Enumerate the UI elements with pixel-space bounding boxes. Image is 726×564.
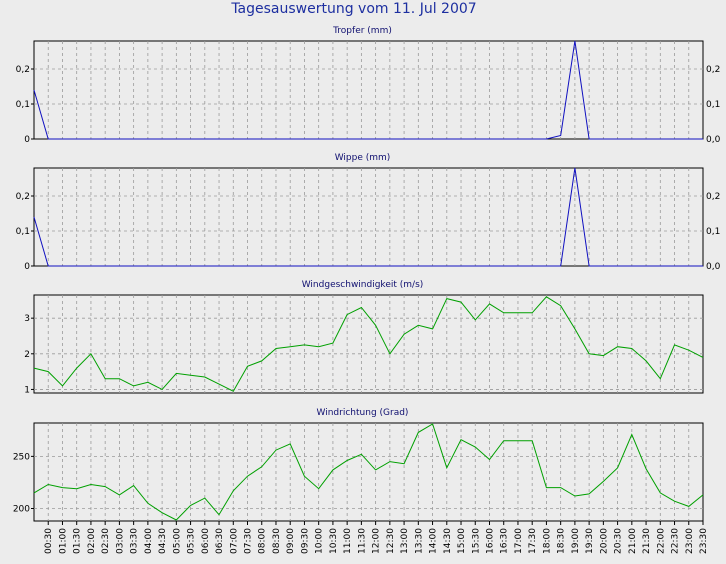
y-tick-label: 3 — [24, 314, 30, 324]
x-tick-label: 19:30 — [585, 528, 595, 554]
y-tick-label: 1 — [24, 385, 30, 395]
x-tick-label: 07:30 — [244, 528, 254, 554]
y-tick-label-right: 0,0 — [706, 135, 721, 145]
x-tick-label: 20:30 — [614, 528, 624, 554]
x-tick-label: 00:30 — [44, 528, 54, 554]
panel-title: Windrichtung (Grad) — [317, 408, 409, 418]
y-tick-label: 0,2 — [16, 192, 30, 202]
y-tick-label-right: 0,2 — [706, 192, 720, 202]
x-tick-label: 16:30 — [500, 528, 510, 554]
x-tick-label: 22:30 — [671, 528, 681, 554]
x-tick-label: 05:30 — [187, 528, 197, 554]
x-tick-label: 07:00 — [229, 528, 239, 554]
x-tick-label: 15:30 — [471, 528, 481, 554]
x-tick-label: 12:00 — [372, 528, 382, 554]
x-tick-label: 13:30 — [414, 528, 424, 554]
x-tick-label: 23:30 — [699, 528, 709, 554]
x-tick-label: 14:00 — [429, 528, 439, 554]
y-tick-label-right: 0,2 — [706, 65, 720, 75]
plot-frame — [33, 294, 704, 394]
panel-title: Tropfer (mm) — [332, 26, 392, 36]
x-tick-label: 08:00 — [258, 528, 268, 554]
x-tick-label: 14:30 — [443, 528, 453, 554]
x-tick-label: 06:30 — [215, 528, 225, 554]
x-tick-label: 09:30 — [300, 528, 310, 554]
x-tick-label: 19:00 — [571, 528, 581, 554]
x-tick-label: 04:00 — [144, 528, 154, 554]
x-tick-label: 03:00 — [115, 528, 125, 554]
series-line — [33, 296, 704, 392]
x-tick-label: 20:00 — [599, 528, 609, 554]
x-tick-label: 01:00 — [59, 528, 69, 554]
x-tick-label: 21:00 — [628, 528, 638, 554]
plot-frame — [33, 40, 704, 140]
y-tick-label: 0 — [24, 262, 30, 272]
x-tick-label: 17:00 — [514, 528, 524, 554]
y-tick-label-right: 0,1 — [706, 227, 720, 237]
x-tick-label: 03:30 — [130, 528, 140, 554]
panel-title: Wippe (mm) — [335, 153, 391, 163]
x-tick-label: 10:00 — [315, 528, 325, 554]
x-tick-label: 12:30 — [386, 528, 396, 554]
x-tick-label: 17:30 — [528, 528, 538, 554]
x-tick-label: 01:30 — [73, 528, 83, 554]
chart-panel-1: Wippe (mm) 0 0,1 0,2 0,0 0,1 0,2 — [16, 153, 721, 272]
x-tick-label: 11:30 — [357, 528, 367, 554]
plot-frame — [33, 167, 704, 267]
x-tick-label: 23:00 — [685, 528, 695, 554]
x-tick-label: 02:30 — [101, 528, 111, 554]
x-axis: 00:30 01:00 01:30 02:00 02:30 03:00 03:30 04:00… — [44, 521, 709, 554]
y-tick-label: 0,1 — [16, 100, 30, 110]
x-tick-label: 21:30 — [642, 528, 652, 554]
series-line — [33, 423, 704, 521]
chart-panel-2: Windgeschwindigkeit (m/s) 1 2 3 — [24, 280, 704, 395]
plot-frame — [33, 422, 704, 522]
x-tick-label: 10:30 — [329, 528, 339, 554]
chart-panel-3: Windrichtung (Grad) 200 250 — [13, 408, 704, 522]
panel-title: Windgeschwindigkeit (m/s) — [302, 280, 424, 290]
chart-panels: Tropfer (mm) 0 0,1 0,2 0,0 0,1 0,2 Wippe (mm) 0 0… — [13, 26, 721, 522]
y-tick-label-right: 0,1 — [706, 100, 720, 110]
y-tick-label: 0,2 — [16, 65, 30, 75]
x-tick-label: 11:00 — [343, 528, 353, 554]
y-tick-label-right: 0,0 — [706, 262, 721, 272]
y-tick-label: 0 — [24, 135, 30, 145]
x-tick-label: 06:00 — [201, 528, 211, 554]
chart-panel-0: Tropfer (mm) 0 0,1 0,2 0,0 0,1 0,2 — [16, 26, 721, 145]
x-tick-label: 05:00 — [172, 528, 182, 554]
x-tick-label: 08:30 — [272, 528, 282, 554]
y-tick-label: 2 — [24, 350, 30, 360]
main-title: Tagesauswertung vom 11. Jul 2007 — [230, 1, 476, 17]
series-line — [33, 40, 703, 140]
y-tick-label: 200 — [13, 504, 30, 514]
x-tick-label: 09:00 — [286, 528, 296, 554]
x-tick-label: 18:00 — [542, 528, 552, 554]
y-tick-label: 250 — [13, 452, 30, 462]
y-tick-label: 0,1 — [16, 227, 30, 237]
x-tick-label: 18:30 — [557, 528, 567, 554]
x-tick-label: 04:30 — [158, 528, 168, 554]
x-tick-label: 22:00 — [656, 528, 666, 554]
x-tick-label: 16:00 — [486, 528, 496, 554]
x-tick-label: 13:00 — [400, 528, 410, 554]
x-tick-label: 15:00 — [457, 528, 467, 554]
series-line — [33, 167, 703, 267]
x-tick-label: 02:00 — [87, 528, 97, 554]
